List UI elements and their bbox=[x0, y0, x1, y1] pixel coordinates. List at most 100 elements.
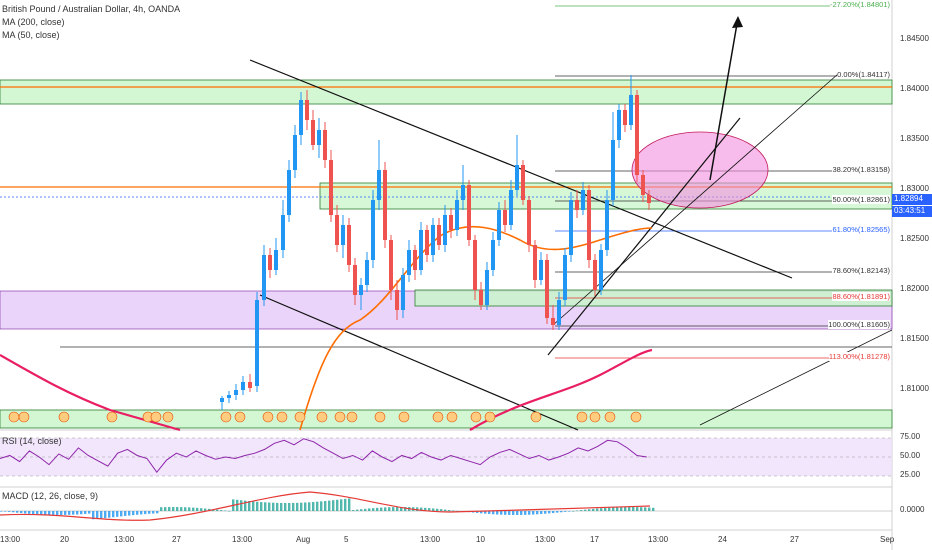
macd-histogram-bar bbox=[120, 511, 123, 517]
macd-histogram-bar bbox=[376, 507, 379, 511]
bearish-candle bbox=[593, 260, 597, 290]
bearish-candle bbox=[268, 255, 272, 270]
bearish-candle bbox=[383, 170, 387, 240]
macd-histogram-bar bbox=[480, 511, 483, 514]
macd-histogram-bar bbox=[536, 511, 539, 515]
macd-histogram-bar bbox=[352, 510, 355, 511]
macd-histogram-bar bbox=[508, 511, 511, 515]
macd-histogram-bar bbox=[316, 501, 319, 511]
bullish-candle bbox=[299, 100, 303, 135]
economic-event-icon bbox=[18, 411, 30, 423]
macd-histogram-bar bbox=[544, 511, 547, 514]
bearish-candle bbox=[635, 95, 639, 175]
macd-histogram-bar bbox=[580, 510, 583, 511]
bearish-candle bbox=[533, 245, 537, 280]
economic-event-icon bbox=[398, 411, 410, 423]
ma50-legend[interactable]: MA (50, close) bbox=[2, 30, 60, 40]
macd-histogram-bar bbox=[612, 507, 615, 511]
macd-histogram-bar bbox=[276, 502, 279, 511]
ma200-legend[interactable]: MA (200, close) bbox=[2, 17, 65, 27]
bullish-candle bbox=[455, 200, 459, 230]
bullish-candle bbox=[569, 200, 573, 255]
macd-histogram-bar bbox=[80, 511, 83, 515]
macd-histogram-bar bbox=[204, 508, 207, 511]
economic-event-icon bbox=[576, 411, 588, 423]
macd-histogram-bar bbox=[216, 509, 219, 511]
macd-histogram-bar bbox=[296, 502, 299, 511]
macd-histogram-bar bbox=[568, 511, 571, 512]
bullish-candle bbox=[419, 230, 423, 270]
time-tick-label: 20 bbox=[60, 535, 69, 544]
bearish-candle bbox=[353, 265, 357, 295]
lower-trend-line bbox=[699, 329, 893, 426]
macd-histogram-bar bbox=[12, 511, 15, 513]
price-tick-label: 1.83500 bbox=[900, 134, 929, 143]
macd-histogram-bar bbox=[456, 510, 459, 512]
bullish-candle bbox=[509, 190, 513, 225]
time-tick-label: 10 bbox=[476, 535, 485, 544]
bullish-candle bbox=[599, 250, 603, 290]
macd-histogram-bar bbox=[68, 511, 71, 515]
economic-event-icon bbox=[446, 411, 458, 423]
macd-histogram-bar bbox=[88, 511, 91, 514]
time-tick-label: 13:00 bbox=[232, 535, 253, 544]
target-arrow-line bbox=[709, 17, 739, 181]
macd-histogram-bar bbox=[452, 510, 455, 512]
macd-histogram-bar bbox=[608, 507, 611, 511]
bearish-candle bbox=[305, 100, 309, 120]
ma50-line bbox=[299, 225, 653, 431]
macd-histogram-bar bbox=[348, 498, 351, 511]
macd-histogram-bar bbox=[476, 511, 479, 513]
macd-histogram-bar bbox=[556, 511, 559, 513]
economic-event-icon bbox=[374, 411, 386, 423]
bullish-candle bbox=[401, 275, 405, 310]
rsi-tick-label: 50.00 bbox=[900, 451, 921, 460]
fib-level-label: 78.60%(1.82143) bbox=[832, 266, 890, 275]
bullish-candle bbox=[485, 270, 489, 305]
macd-histogram-bar bbox=[552, 511, 555, 514]
macd-histogram-bar bbox=[32, 511, 35, 515]
macd-histogram-bar bbox=[28, 511, 31, 514]
bearish-candle bbox=[389, 240, 393, 290]
bullish-candle bbox=[287, 170, 291, 215]
macd-histogram-bar bbox=[112, 511, 115, 518]
bearish-candle bbox=[248, 382, 252, 388]
bullish-candle bbox=[359, 285, 363, 295]
macd-histogram-bar bbox=[264, 502, 267, 511]
macd-histogram-bar bbox=[144, 511, 147, 515]
bullish-candle bbox=[581, 190, 585, 210]
macd-histogram-bar bbox=[640, 507, 643, 511]
bearish-candle bbox=[395, 290, 399, 310]
macd-histogram-bar bbox=[156, 511, 159, 514]
rsi-legend[interactable]: RSI (14, close) bbox=[2, 436, 62, 446]
economic-event-icon bbox=[630, 411, 642, 423]
bearish-candle bbox=[473, 240, 477, 290]
macd-histogram-bar bbox=[116, 511, 119, 517]
economic-event-icon bbox=[316, 411, 328, 423]
macd-histogram-bar bbox=[576, 510, 579, 512]
bullish-candle bbox=[515, 165, 519, 190]
macd-histogram-bar bbox=[636, 507, 639, 511]
macd-histogram-bar bbox=[528, 511, 531, 515]
macd-legend[interactable]: MACD (12, 26, close, 9) bbox=[2, 491, 99, 501]
time-tick-label: 13:00 bbox=[420, 535, 441, 544]
time-tick-label: 13:00 bbox=[535, 535, 556, 544]
bearish-candle bbox=[641, 175, 645, 195]
macd-histogram-bar bbox=[132, 511, 135, 516]
macd-histogram-bar bbox=[616, 507, 619, 511]
rsi-tick-label: 25.00 bbox=[900, 470, 921, 479]
macd-histogram-bar bbox=[44, 511, 47, 515]
macd-histogram-bar bbox=[228, 510, 231, 512]
macd-histogram-bar bbox=[356, 509, 359, 511]
bullish-candle bbox=[629, 95, 633, 125]
macd-histogram-bar bbox=[516, 511, 519, 515]
macd-histogram-bar bbox=[384, 507, 387, 511]
macd-histogram-bar bbox=[292, 502, 295, 511]
macd-histogram-bar bbox=[84, 511, 87, 514]
macd-histogram-bar bbox=[16, 511, 19, 513]
rising-trend-line bbox=[547, 117, 741, 356]
macd-histogram-bar bbox=[300, 502, 303, 511]
bullish-candle bbox=[407, 250, 411, 275]
macd-histogram-bar bbox=[176, 507, 179, 511]
